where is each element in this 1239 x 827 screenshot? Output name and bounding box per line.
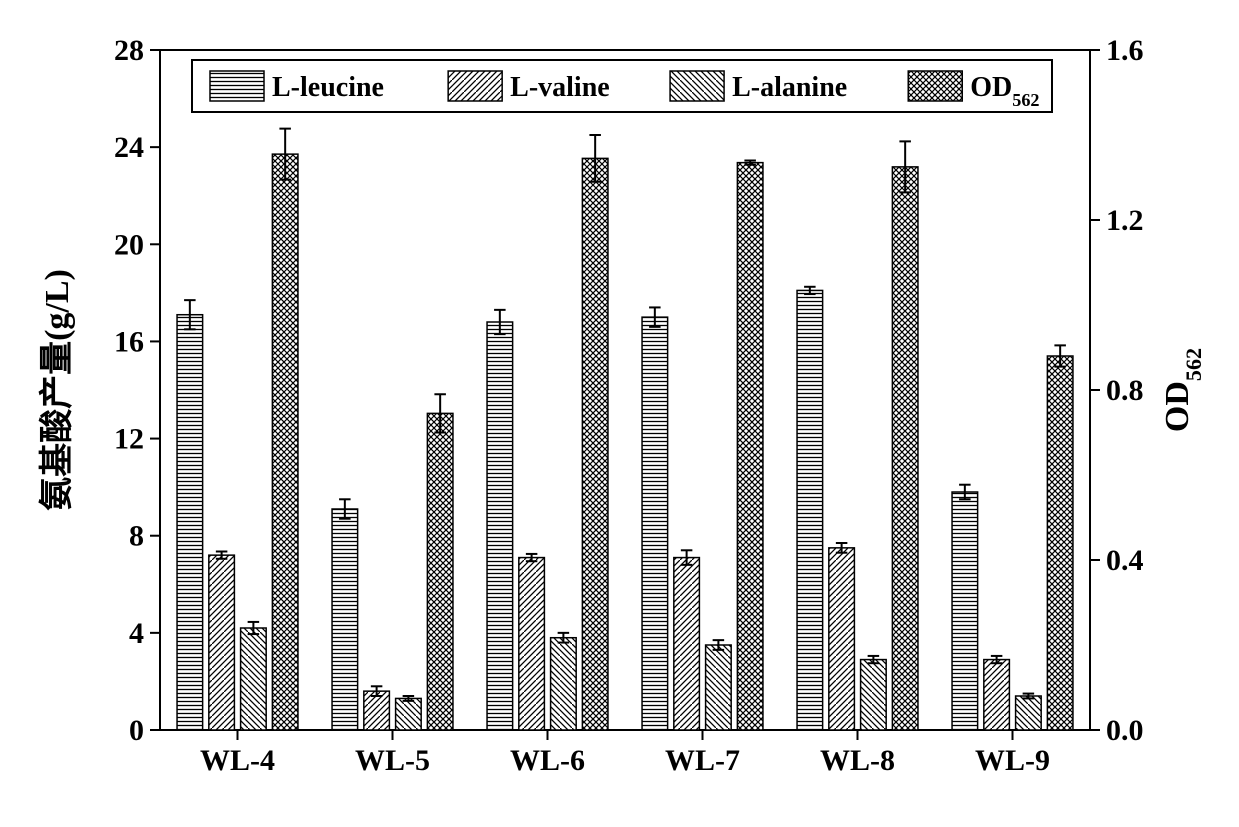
bar-od-WL-4 — [272, 154, 298, 730]
bar-alanine-WL-5 — [396, 698, 422, 730]
svg-text:4: 4 — [129, 617, 144, 650]
bar-alanine-WL-8 — [861, 660, 887, 730]
legend-label-leucine: L-leucine — [272, 72, 384, 103]
svg-text:0.0: 0.0 — [1106, 714, 1144, 747]
legend-label-alanine: L-alanine — [732, 72, 847, 103]
svg-text:1.2: 1.2 — [1106, 204, 1144, 237]
svg-text:16: 16 — [114, 325, 144, 358]
bar-valine-WL-6 — [519, 558, 545, 730]
bar-valine-WL-8 — [829, 548, 855, 730]
svg-text:WL-4: WL-4 — [200, 744, 275, 777]
bar-leucine-WL-7 — [642, 317, 668, 730]
bar-leucine-WL-6 — [487, 322, 513, 730]
svg-text:WL-5: WL-5 — [355, 744, 430, 777]
legend-swatch-alanine — [670, 71, 724, 101]
svg-text:8: 8 — [129, 520, 144, 553]
bar-alanine-WL-4 — [241, 628, 267, 730]
amino-acid-bar-chart: 0 4 8 12 16 20 24 28 0.0 0.4 0.8 1.2 1.6 WL-4 WL-5 WL-6… — [20, 20, 1219, 807]
svg-text:OD562: OD562 — [1159, 348, 1206, 432]
bar-leucine-WL-8 — [797, 290, 823, 730]
svg-text:WL-7: WL-7 — [665, 744, 740, 777]
bar-od-WL-7 — [737, 163, 763, 730]
bar-alanine-WL-7 — [706, 645, 732, 730]
bar-od-WL-8 — [892, 167, 918, 730]
bar-alanine-WL-6 — [551, 638, 577, 730]
bar-leucine-WL-5 — [332, 509, 358, 730]
chart-svg: 0 4 8 12 16 20 24 28 0.0 0.4 0.8 1.2 1.6 WL-4 WL-5 WL-6… — [20, 20, 1219, 807]
svg-text:0.8: 0.8 — [1106, 374, 1144, 407]
svg-text:20: 20 — [114, 228, 144, 261]
svg-text:WL-8: WL-8 — [820, 744, 895, 777]
svg-text:0.4: 0.4 — [1106, 544, 1144, 577]
bar-od-WL-6 — [582, 158, 608, 730]
bar-leucine-WL-4 — [177, 315, 203, 730]
svg-text:WL-6: WL-6 — [510, 744, 585, 777]
legend-swatch-leucine — [210, 71, 264, 101]
bar-od-WL-5 — [427, 413, 453, 730]
bar-valine-WL-4 — [209, 555, 235, 730]
legend-swatch-od — [908, 71, 962, 101]
legend-label-valine: L-valine — [510, 72, 610, 103]
bar-leucine-WL-9 — [952, 492, 978, 730]
bar-alanine-WL-9 — [1016, 696, 1042, 730]
svg-text:氨基酸产量(g/L): 氨基酸产量(g/L) — [38, 269, 76, 511]
svg-text:WL-9: WL-9 — [975, 744, 1050, 777]
svg-text:12: 12 — [114, 423, 144, 456]
svg-text:24: 24 — [114, 131, 144, 164]
bar-valine-WL-7 — [674, 558, 700, 730]
bar-od-WL-9 — [1047, 356, 1073, 730]
bar-valine-WL-9 — [984, 660, 1010, 730]
svg-text:1.6: 1.6 — [1106, 34, 1144, 67]
svg-text:0: 0 — [129, 714, 144, 747]
svg-text:28: 28 — [114, 34, 144, 67]
legend-swatch-valine — [448, 71, 502, 101]
